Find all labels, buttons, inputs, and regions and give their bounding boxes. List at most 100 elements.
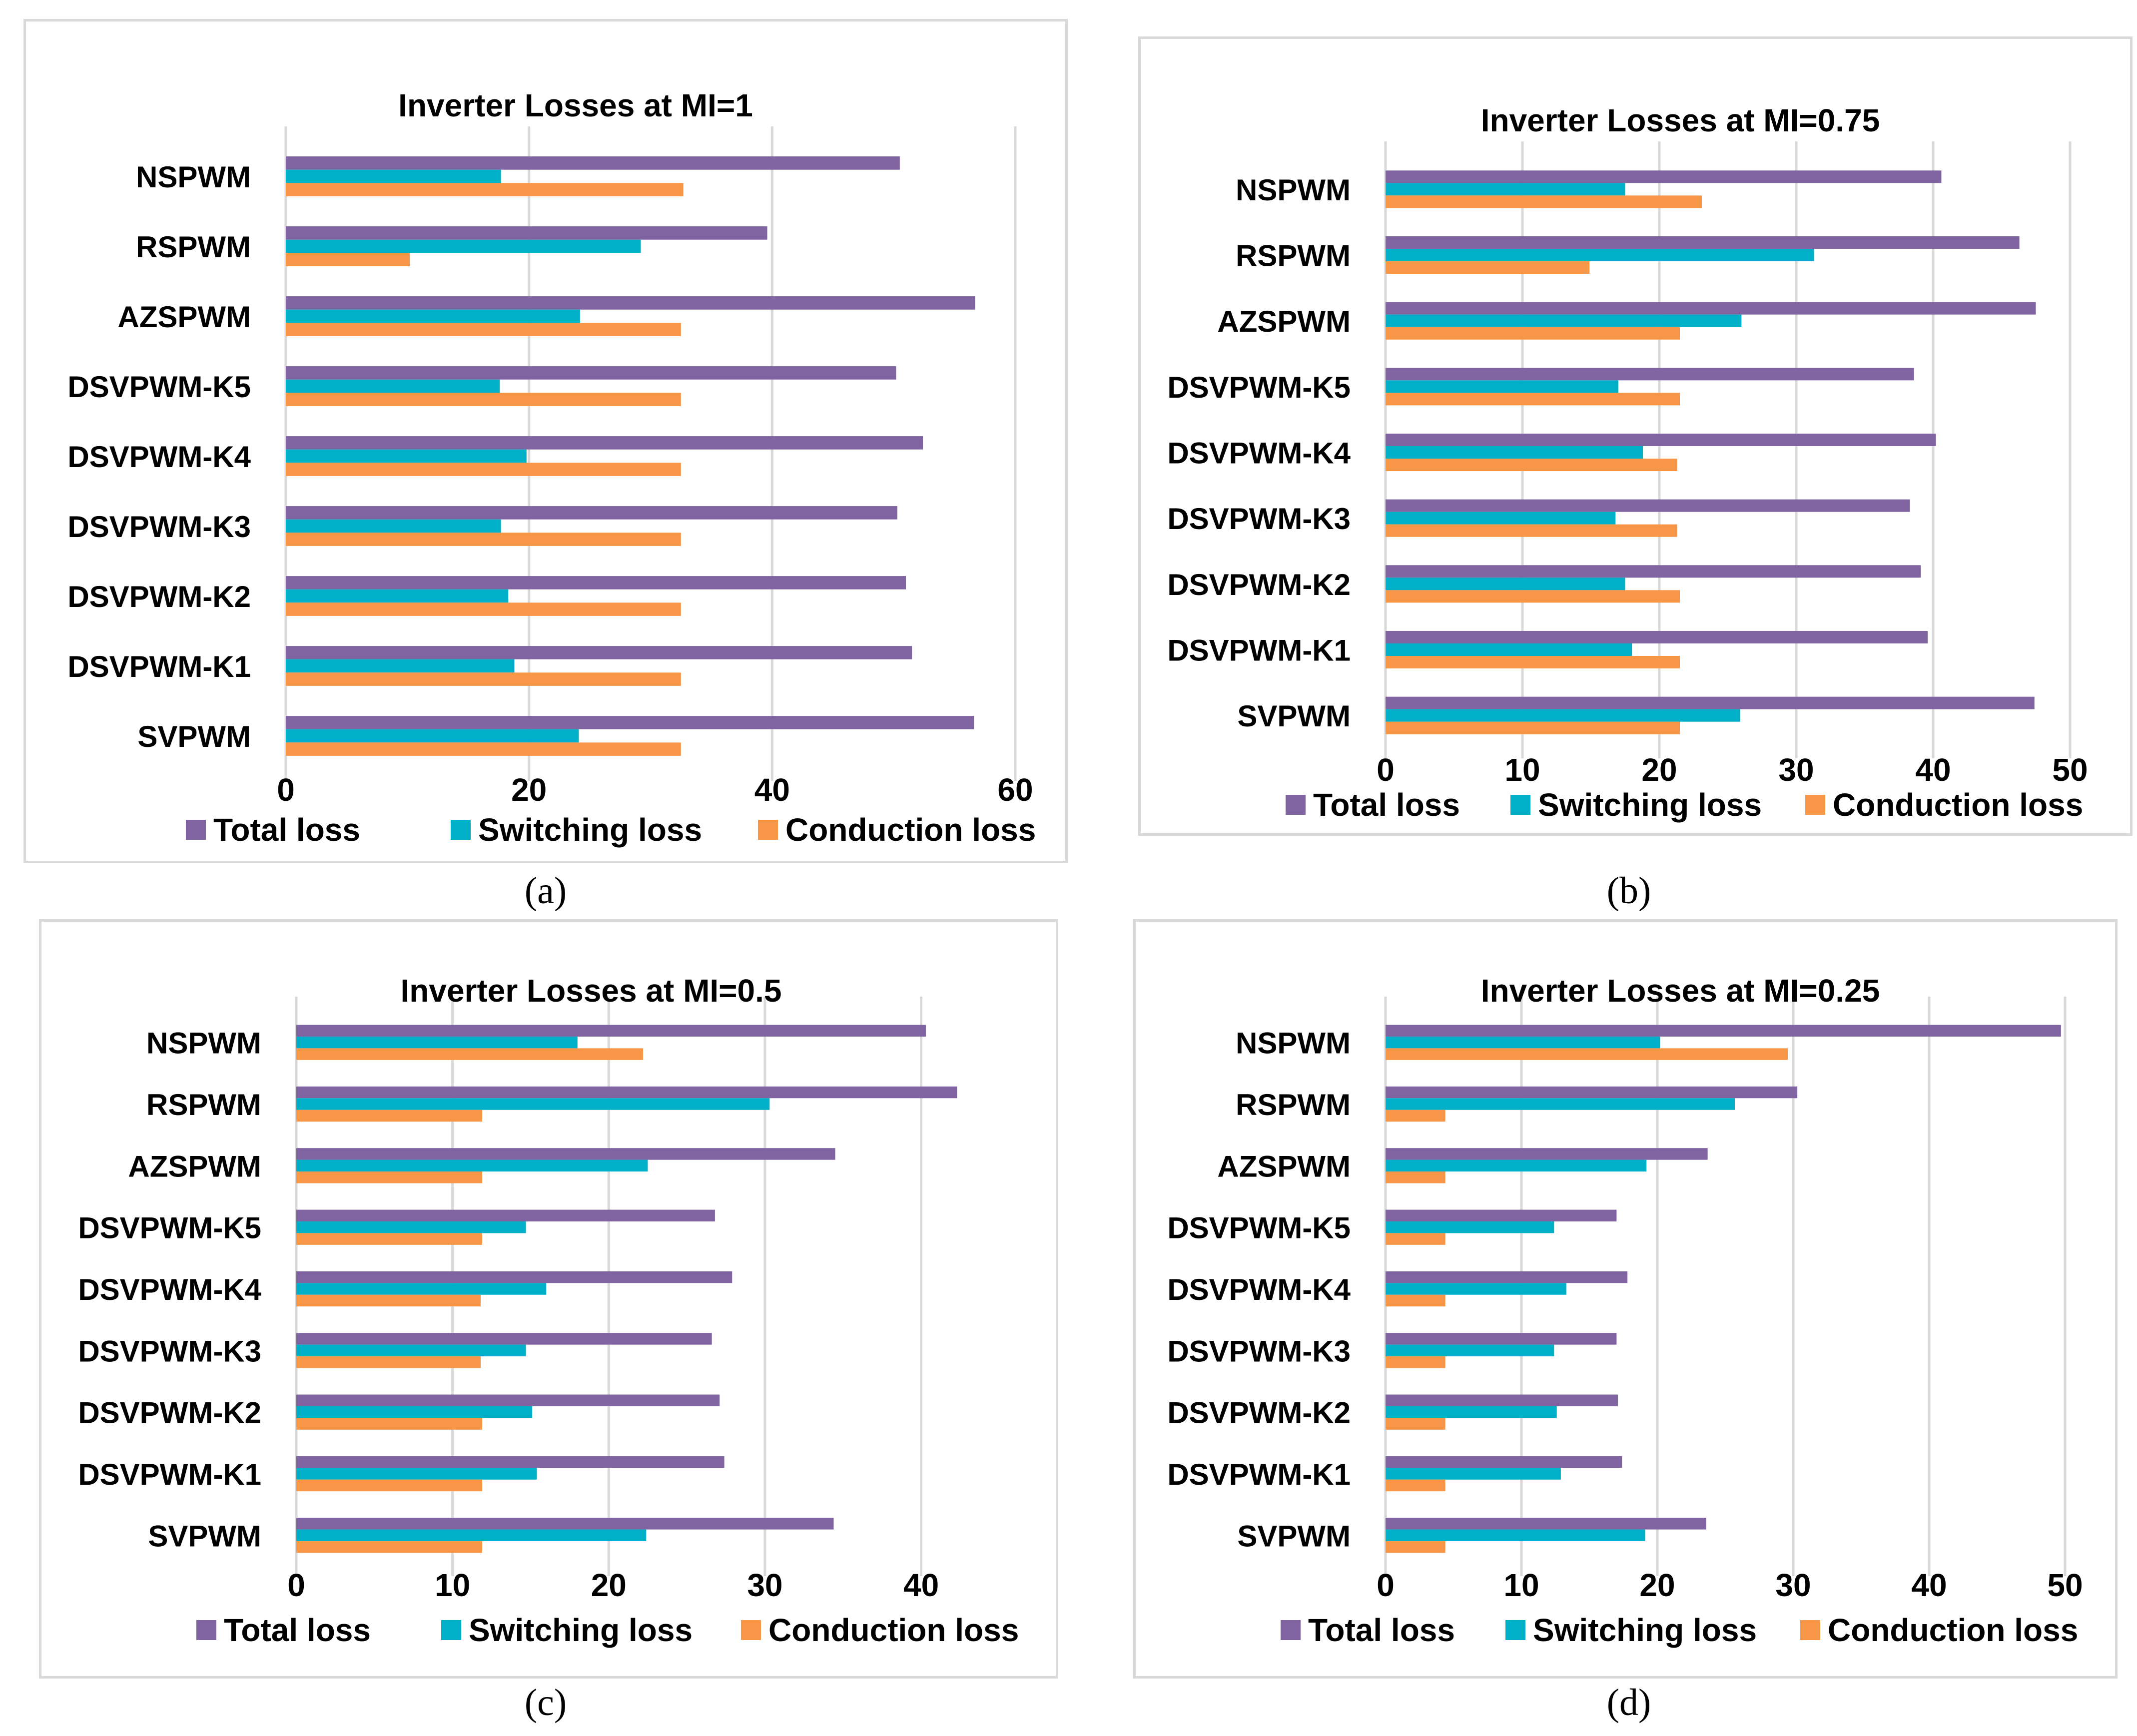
chart-svg-a: Inverter Losses at MI=1 NSPWM RSPWM AZSPWM D… <box>67 87 1036 848</box>
bar-a-switching-loss-dsvpwm-k4 <box>286 449 527 463</box>
category-label-b-dsvpwm-k3: DSVPWM-K3 <box>1167 502 1351 536</box>
bar-d-total-loss-dsvpwm-k4 <box>1386 1271 1628 1283</box>
category-label-b-dsvpwm-k1: DSVPWM-K1 <box>1167 634 1351 667</box>
bar-d-switching-loss-dsvpwm-k4 <box>1386 1283 1566 1295</box>
category-label-c-dsvpwm-k1: DSVPWM-K1 <box>78 1458 261 1491</box>
bar-a-conduction-loss-nspwm <box>286 183 684 196</box>
legend-label-b-1: Switching loss <box>1538 787 1762 823</box>
bar-b-switching-loss-azspwm <box>1386 314 1742 327</box>
bar-d-conduction-loss-rspwm <box>1386 1110 1445 1122</box>
bar-a-conduction-loss-dsvpwm-k5 <box>286 393 681 406</box>
category-label-a-azspwm: AZSPWM <box>117 300 251 334</box>
tick-label-d-3: 30 <box>1775 1567 1811 1603</box>
bar-a-total-loss-nspwm <box>286 156 900 170</box>
category-label-d-dsvpwm-k5: DSVPWM-K5 <box>1167 1211 1351 1245</box>
bar-a-switching-loss-dsvpwm-k1 <box>286 659 515 673</box>
bar-b-switching-loss-dsvpwm-k5 <box>1386 380 1618 393</box>
bar-c-switching-loss-dsvpwm-k4 <box>296 1283 547 1295</box>
legend-swatch-d-1 <box>1505 1620 1525 1640</box>
category-label-a-svpwm: SVPWM <box>137 720 251 753</box>
bar-a-total-loss-rspwm <box>286 226 767 240</box>
bar-b-total-loss-azspwm <box>1386 302 2036 315</box>
bar-b-total-loss-svpwm <box>1386 696 2035 709</box>
bar-b-conduction-loss-nspwm <box>1386 195 1702 208</box>
bar-d-switching-loss-azspwm <box>1386 1159 1647 1172</box>
bar-d-total-loss-azspwm <box>1386 1148 1708 1160</box>
bar-c-total-loss-svpwm <box>296 1518 834 1530</box>
category-label-d-dsvpwm-k2: DSVPWM-K2 <box>1167 1396 1351 1430</box>
bar-b-total-loss-dsvpwm-k3 <box>1386 499 1910 512</box>
bar-d-total-loss-rspwm <box>1386 1086 1798 1099</box>
bar-c-conduction-loss-rspwm <box>296 1110 483 1122</box>
tick-label-d-0: 0 <box>1377 1567 1395 1603</box>
bar-d-total-loss-svpwm <box>1386 1518 1706 1530</box>
chart-panel-d: Inverter Losses at MI=0.25 NSPWM RSPWM AZSP… <box>1133 919 2118 1679</box>
category-label-c-dsvpwm-k4: DSVPWM-K4 <box>78 1273 261 1306</box>
category-label-d-azspwm: AZSPWM <box>1217 1150 1351 1183</box>
legend-swatch-a-1 <box>451 820 471 840</box>
legend-swatch-d-2 <box>1800 1620 1820 1640</box>
tick-label-c-4: 40 <box>903 1567 939 1603</box>
bar-c-total-loss-dsvpwm-k4 <box>296 1271 732 1283</box>
bar-a-switching-loss-dsvpwm-k3 <box>286 519 501 533</box>
bar-d-conduction-loss-dsvpwm-k4 <box>1386 1294 1445 1307</box>
bar-d-switching-loss-dsvpwm-k3 <box>1386 1344 1554 1357</box>
caption-d: (d) <box>1606 1682 1651 1724</box>
bar-d-total-loss-nspwm <box>1386 1025 2061 1037</box>
legend-swatch-c-0 <box>196 1620 216 1640</box>
category-label-c-azspwm: AZSPWM <box>128 1150 261 1183</box>
tick-label-c-3: 30 <box>747 1567 782 1603</box>
bar-b-conduction-loss-azspwm <box>1386 327 1680 340</box>
bar-a-total-loss-dsvpwm-k3 <box>286 506 897 520</box>
bar-b-conduction-loss-dsvpwm-k1 <box>1386 656 1680 669</box>
bar-a-total-loss-dsvpwm-k4 <box>286 436 923 450</box>
legend-label-a-1: Switching loss <box>478 812 702 848</box>
category-label-b-dsvpwm-k5: DSVPWM-K5 <box>1167 371 1351 404</box>
tick-label-a-2: 40 <box>754 772 790 808</box>
category-label-d-dsvpwm-k4: DSVPWM-K4 <box>1167 1273 1351 1306</box>
legend-label-c-2: Conduction loss <box>768 1612 1019 1648</box>
tick-label-b-4: 40 <box>1915 752 1951 788</box>
bar-b-switching-loss-rspwm <box>1386 248 1814 262</box>
bar-a-conduction-loss-svpwm <box>286 742 681 756</box>
tick-label-b-0: 0 <box>1377 752 1395 788</box>
chart-title-a: Inverter Losses at MI=1 <box>398 87 753 123</box>
bar-d-switching-loss-svpwm <box>1386 1529 1645 1542</box>
bar-a-total-loss-svpwm <box>286 716 974 729</box>
bar-a-conduction-loss-rspwm <box>286 253 410 266</box>
legend-label-d-0: Total loss <box>1308 1612 1455 1648</box>
bar-b-conduction-loss-dsvpwm-k4 <box>1386 459 1677 472</box>
chart-svg-b: Inverter Losses at MI=0.75 NSPWM RSPWM AZSP… <box>1167 102 2088 823</box>
bar-c-total-loss-azspwm <box>296 1148 835 1160</box>
bar-b-switching-loss-dsvpwm-k4 <box>1386 446 1643 459</box>
bar-b-switching-loss-nspwm <box>1386 183 1625 196</box>
tick-label-d-1: 10 <box>1503 1567 1539 1603</box>
tick-label-c-2: 20 <box>591 1567 627 1603</box>
bar-c-switching-loss-azspwm <box>296 1159 648 1172</box>
tick-label-a-3: 60 <box>997 772 1033 808</box>
bar-c-total-loss-dsvpwm-k1 <box>296 1456 724 1468</box>
tick-label-b-3: 30 <box>1778 752 1814 788</box>
chart-svg-c: Inverter Losses at MI=0.5 NSPWM RSPWM AZSPW… <box>78 973 1019 1648</box>
bar-c-conduction-loss-nspwm <box>296 1048 644 1060</box>
legend-swatch-b-2 <box>1805 795 1825 815</box>
legend-swatch-a-2 <box>758 820 778 840</box>
chart-panel-a: Inverter Losses at MI=1 NSPWM RSPWM AZSPWM D… <box>23 19 1068 863</box>
bar-a-total-loss-dsvpwm-k2 <box>286 576 906 589</box>
bar-d-switching-loss-dsvpwm-k1 <box>1386 1468 1561 1480</box>
bar-d-conduction-loss-dsvpwm-k1 <box>1386 1479 1445 1492</box>
bar-c-switching-loss-svpwm <box>296 1529 647 1542</box>
legend-swatch-c-2 <box>741 1620 761 1640</box>
category-label-c-rspwm: RSPWM <box>146 1088 261 1122</box>
bar-a-conduction-loss-azspwm <box>286 323 681 336</box>
legend-swatch-d-0 <box>1281 1620 1301 1640</box>
bar-a-switching-loss-azspwm <box>286 309 580 323</box>
category-label-c-svpwm: SVPWM <box>148 1519 261 1553</box>
bar-d-conduction-loss-dsvpwm-k3 <box>1386 1356 1445 1368</box>
category-label-b-rspwm: RSPWM <box>1236 239 1351 273</box>
bar-a-total-loss-dsvpwm-k5 <box>286 366 896 380</box>
legend-label-c-0: Total loss <box>224 1612 371 1648</box>
chart-title-d: Inverter Losses at MI=0.25 <box>1481 973 1880 1009</box>
legend-label-a-2: Conduction loss <box>785 812 1036 848</box>
tick-label-b-1: 10 <box>1504 752 1540 788</box>
